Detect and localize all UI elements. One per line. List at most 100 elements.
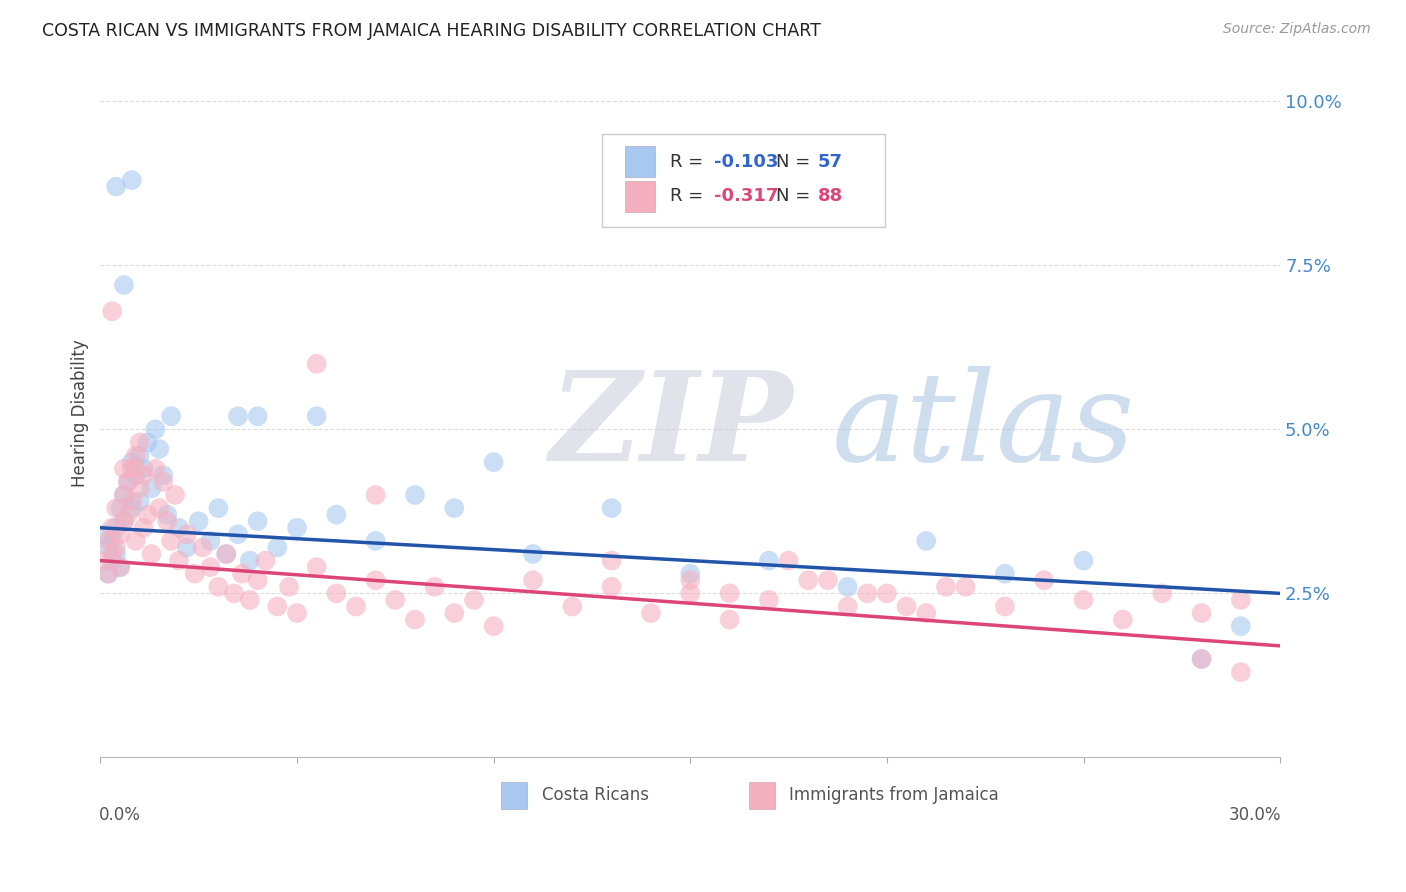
Point [837,599,859,614]
Point [482,619,505,633]
Point [160,409,183,424]
Point [364,574,387,588]
Point [97,541,120,555]
Point [156,508,179,522]
Text: R =: R = [671,153,709,170]
Point [758,553,780,567]
Point [1191,606,1213,620]
Point [101,553,124,567]
Bar [626,146,655,178]
Point [136,508,159,522]
Point [148,501,170,516]
Point [121,455,143,469]
Text: 30.0%: 30.0% [1229,805,1281,823]
Point [112,488,135,502]
Point [101,304,124,318]
Point [93,553,115,567]
Point [876,586,898,600]
Point [112,514,135,528]
Point [112,488,135,502]
Point [817,574,839,588]
Point [463,593,485,607]
Point [215,547,238,561]
Text: Costa Ricans: Costa Ricans [541,786,648,805]
Point [896,599,918,614]
Point [184,566,207,581]
Point [160,533,183,548]
Text: 88: 88 [818,187,844,205]
Point [994,566,1017,581]
Point [1191,652,1213,666]
Text: R =: R = [671,187,709,205]
Point [176,541,198,555]
Point [1073,553,1095,567]
Point [125,533,148,548]
Point [167,521,190,535]
Text: Source: ZipAtlas.com: Source: ZipAtlas.com [1223,22,1371,37]
Text: N =: N = [776,153,817,170]
Point [226,527,249,541]
Point [285,606,308,620]
Text: -0.103: -0.103 [714,153,779,170]
Point [226,409,249,424]
Point [132,468,155,483]
Y-axis label: Hearing Disability: Hearing Disability [72,339,89,487]
Point [128,449,150,463]
Point [112,278,135,293]
Text: COSTA RICAN VS IMMIGRANTS FROM JAMAICA HEARING DISABILITY CORRELATION CHART: COSTA RICAN VS IMMIGRANTS FROM JAMAICA H… [42,22,821,40]
Point [443,606,465,620]
Point [121,461,143,475]
Point [364,488,387,502]
Point [121,173,143,187]
Point [600,580,623,594]
Point [125,468,148,483]
Text: 57: 57 [818,153,842,170]
Point [305,560,328,574]
Point [97,533,120,548]
Point [239,593,262,607]
Point [955,580,977,594]
Point [718,613,741,627]
Point [679,566,702,581]
Text: N =: N = [776,187,817,205]
Point [165,488,187,502]
Point [108,560,131,574]
Point [404,613,426,627]
Point [145,461,167,475]
Point [141,547,163,561]
Point [1191,652,1213,666]
Point [187,514,209,528]
Point [108,527,131,541]
Point [105,547,128,561]
Point [1230,665,1253,679]
Point [108,501,131,516]
Point [561,599,583,614]
Point [758,593,780,607]
Text: Immigrants from Jamaica: Immigrants from Jamaica [789,786,1000,805]
Point [239,553,262,567]
Text: 0.0%: 0.0% [100,805,141,823]
Point [105,179,128,194]
Point [141,482,163,496]
Point [105,541,128,555]
Point [125,461,148,475]
Point [128,435,150,450]
Point [305,357,328,371]
Point [522,574,544,588]
Point [128,482,150,496]
Point [112,461,135,475]
Point [679,574,702,588]
Point [718,586,741,600]
Point [97,566,120,581]
Point [935,580,957,594]
Point [1112,613,1135,627]
Point [1230,593,1253,607]
Point [266,599,288,614]
Point [856,586,879,600]
Point [176,527,198,541]
Point [105,521,128,535]
Point [364,533,387,548]
Point [278,580,301,594]
Point [285,521,308,535]
Point [246,409,269,424]
